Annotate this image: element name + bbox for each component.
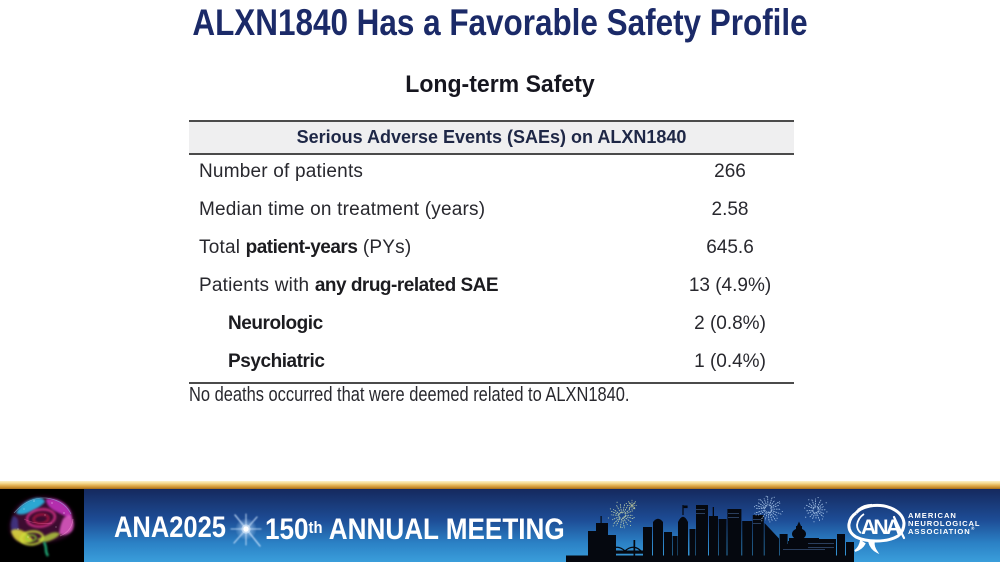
svg-text:NEUROLOGICAL: NEUROLOGICAL [908,519,980,528]
svg-text:ASSOCIATION: ASSOCIATION [908,527,971,536]
svg-text:AMERICAN: AMERICAN [908,511,957,520]
svg-text:ANA: ANA [861,516,901,539]
svg-text:®: ® [971,525,975,531]
